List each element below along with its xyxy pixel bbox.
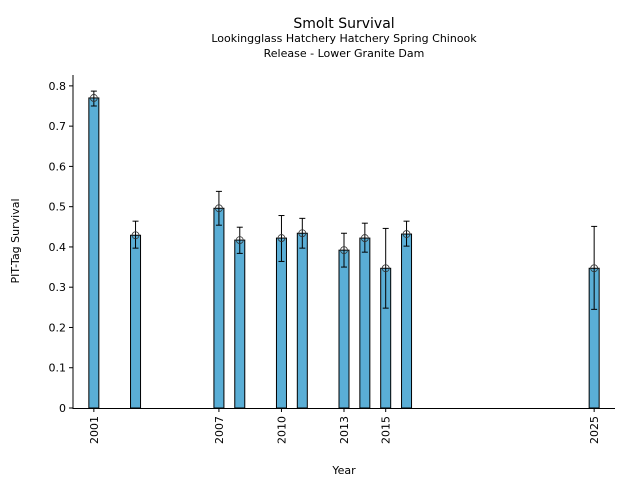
data-point-marker xyxy=(131,231,140,240)
y-tick-label: 0 xyxy=(59,402,66,415)
chart-subtitle-line-1: Lookingglass Hatchery Hatchery Spring Ch… xyxy=(211,32,477,45)
data-point-marker xyxy=(89,94,98,102)
data-point-marker xyxy=(360,234,369,242)
bar-2010 xyxy=(275,237,287,409)
data-point-marker xyxy=(340,246,348,255)
bar-2016 xyxy=(401,233,413,409)
bar-2007 xyxy=(213,207,225,409)
y-tick-label: 0.7 xyxy=(49,120,67,133)
data-point-marker xyxy=(277,234,286,242)
bar-2014 xyxy=(359,237,371,409)
x-tick-label: 2013 xyxy=(338,416,351,444)
y-tick-label: 0.6 xyxy=(49,160,67,173)
x-tick-label: 2015 xyxy=(380,416,393,444)
bar-2001 xyxy=(88,97,100,409)
x-axis-label: Year xyxy=(331,464,356,477)
bar-2008 xyxy=(234,239,246,409)
x-tick-label: 2001 xyxy=(88,416,101,444)
x-tick-label: 2025 xyxy=(588,416,601,444)
bar-2011 xyxy=(296,232,308,409)
data-point-marker xyxy=(381,264,390,273)
data-point-marker xyxy=(402,230,411,238)
data-point-marker xyxy=(298,229,307,238)
y-tick-label: 0.5 xyxy=(49,201,67,214)
bar-2003 xyxy=(130,234,142,409)
data-point-marker xyxy=(235,236,244,244)
x-tick-label: 2010 xyxy=(275,416,288,444)
data-point-marker xyxy=(590,264,599,273)
bar-2013 xyxy=(338,249,350,409)
y-axis-label: PIT-Tag Survival xyxy=(9,198,22,283)
y-tick-label: 0.4 xyxy=(49,241,67,254)
data-point-marker xyxy=(215,204,223,213)
y-tick-label: 0.1 xyxy=(49,362,67,375)
x-tick-label: 2007 xyxy=(213,416,226,444)
chart-subtitle-line-2: Release - Lower Granite Dam xyxy=(264,47,425,60)
y-tick-label: 0.3 xyxy=(49,281,67,294)
y-tick-label: 0.2 xyxy=(49,321,67,334)
chart-title: Smolt Survival xyxy=(293,16,394,32)
y-tick-label: 0.8 xyxy=(49,80,67,93)
